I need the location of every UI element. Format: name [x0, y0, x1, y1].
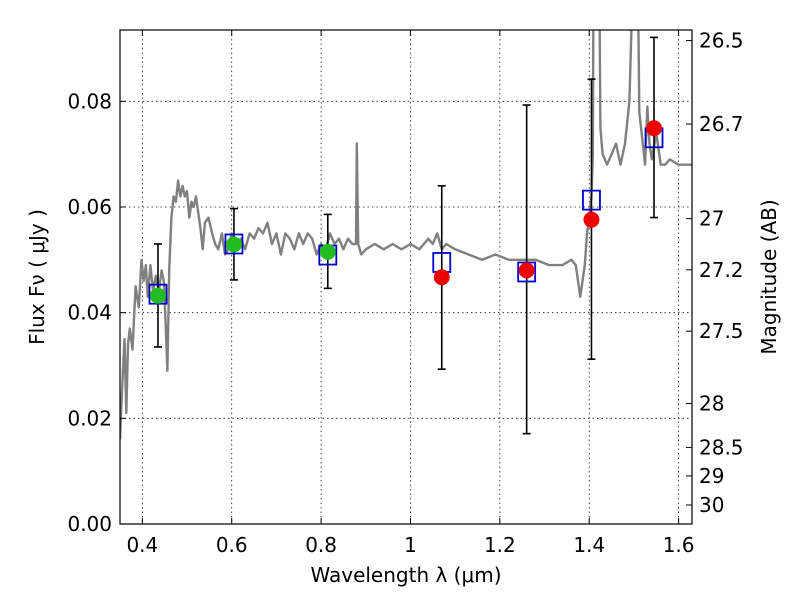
observed-point	[149, 287, 166, 304]
y-tick-label: 0.06	[67, 195, 112, 219]
y-tick-label: 0.02	[67, 406, 112, 430]
observed-point	[433, 269, 450, 286]
right-tick-label: 27.5	[699, 319, 744, 343]
observed-point	[319, 243, 336, 260]
right-tick-label: 26.7	[699, 112, 744, 136]
data-layer	[120, 30, 692, 440]
x-tick-label: 0.8	[305, 533, 337, 557]
x-tick-label: 0.4	[126, 533, 158, 557]
model-square	[224, 233, 244, 255]
y-tick-label: 0.08	[67, 89, 112, 113]
right-tick-label: 30	[699, 493, 724, 517]
right-axis-label: Magnitude (AB)	[757, 199, 781, 354]
right-tick-label: 27	[699, 207, 724, 231]
x-tick-label: 1.6	[663, 533, 695, 557]
x-tick-label: 1.2	[484, 533, 516, 557]
model-square	[582, 189, 601, 211]
right-tick-label: 29	[699, 464, 724, 488]
right-tick-label: 27.2	[699, 258, 744, 282]
observed-point	[583, 211, 600, 228]
y-tick-label: 0.04	[67, 301, 112, 325]
x-axis-label: Wavelength λ (μm)	[310, 563, 501, 587]
tick-layer: 0.4 0.6 0.8 1 1.2 1.4 1.6 0.00 0.02 0.04 0.06 0.08 2…	[67, 29, 743, 557]
observed-point	[225, 236, 242, 253]
right-tick-label: 28	[699, 392, 724, 416]
x-tick-label: 1	[404, 533, 417, 557]
observed-point	[518, 262, 535, 279]
x-tick-label: 0.6	[216, 533, 248, 557]
grid-layer	[120, 30, 692, 525]
spectrum-line	[120, 30, 692, 440]
y-axis-label: Flux Fν ( μJy )	[25, 209, 49, 345]
observed-point	[646, 120, 663, 137]
right-tick-label: 26.5	[699, 29, 744, 53]
y-tick-label: 0.00	[67, 512, 112, 536]
right-tick-label: 28.5	[699, 435, 744, 459]
x-tick-label: 1.4	[573, 533, 605, 557]
plot-frame	[119, 29, 693, 525]
